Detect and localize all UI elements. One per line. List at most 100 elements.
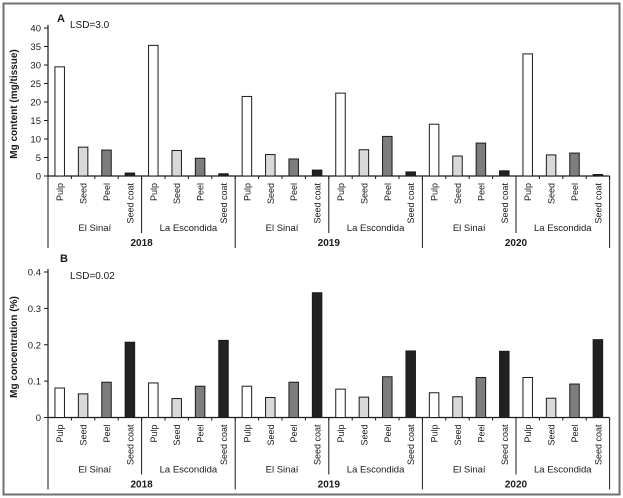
- bar-panel_b-2018-0-peel: [101, 381, 112, 418]
- panel_a-lsd-annotation: LSD=3.0: [70, 20, 110, 31]
- panel_a-y-tick-label: 5: [36, 153, 41, 164]
- panel_b-year-label: 2018: [130, 480, 153, 491]
- panel_a-tissue-tick-label: Peel: [383, 183, 393, 201]
- panel_a-y-tick-label: 30: [30, 61, 41, 72]
- bar-panel_b-2020-4-peel: [475, 376, 487, 418]
- bar-panel_b-2018-0-seed: [77, 393, 89, 419]
- panel_a-tissue-tick-label: Seed: [172, 183, 182, 204]
- bar-panel_a-2020-4-peel: [475, 142, 487, 177]
- panel_a-tissue-tick-label: Pulp: [336, 183, 346, 201]
- bar-panel_b-2020-5-pulp: [522, 376, 533, 418]
- panel_a-year-label: 2020: [505, 238, 528, 249]
- panel_b-location-label: El Sinaí: [266, 465, 299, 476]
- panel_a-tissue-tick-label: Seed: [359, 183, 369, 204]
- panel_a-tissue-tick-label: Pulp: [430, 183, 440, 201]
- panel_a-tissue-tick-label: Seed coat: [313, 183, 323, 224]
- panel_b-y-tick-label: 0: [36, 413, 41, 424]
- bar-panel_a-2019-2-seed-coat: [311, 169, 323, 177]
- panel_a-tissue-tick-label: Seed coat: [406, 183, 416, 224]
- panel_b-tissue-tick-label: Pulp: [336, 425, 346, 443]
- bar-panel_a-2018-1-pulp: [148, 44, 159, 177]
- bar-panel_b-2018-0-seed-coat: [124, 341, 136, 418]
- panel_a-y-tick-label: 40: [30, 24, 41, 35]
- panel_a-panel-label: A: [57, 13, 65, 25]
- panel_b-tissue-tick-label: Pulp: [242, 425, 252, 443]
- panel_b-tissue-tick-label: Seed: [266, 425, 276, 446]
- bar-panel_b-2020-5-seed: [545, 397, 557, 419]
- bar-panel_a-2018-1-peel: [194, 157, 206, 177]
- bar-panel_a-2020-4-seed-coat: [499, 170, 510, 177]
- panel_b-tissue-tick-label: Peel: [196, 425, 206, 443]
- bar-panel_b-2020-5-seed-coat: [592, 339, 604, 418]
- bar-panel_a-2019-2-seed: [265, 154, 276, 177]
- panel_b-y-tick-label: 0.3: [28, 304, 41, 315]
- bar-panel_b-2020-4-seed-coat: [499, 350, 510, 418]
- panel_a-tissue-tick-label: Pulp: [149, 183, 159, 201]
- bar-panel_a-2018-1-seed-coat: [218, 173, 229, 177]
- bar-panel_a-2020-5-pulp: [522, 53, 533, 177]
- panel_b-tissue-tick-label: Peel: [102, 425, 112, 443]
- bar-panel_b-2019-2-peel: [288, 381, 299, 418]
- bar-panel_a-2018-1-seed: [171, 149, 182, 177]
- panel_a-location-label: La Escondida: [160, 223, 218, 234]
- panel_b-tissue-tick-label: Seed: [79, 425, 89, 446]
- bar-panel_b-2019-3-pulp: [335, 388, 346, 419]
- panel_b-location-label: La Escondida: [534, 465, 592, 476]
- panel_b-tissue-tick-label: Seed coat: [313, 424, 323, 465]
- bar-panel_a-2019-2-pulp: [241, 95, 253, 177]
- panel_b-year-label: 2019: [318, 480, 341, 491]
- panel_a-y-axis-title: Mg content (mg/tissue): [9, 49, 20, 158]
- bar-panel_a-2019-3-seed-coat: [405, 171, 416, 177]
- panel_b-tissue-tick-label: Seed: [359, 425, 369, 446]
- panel_a-tissue-tick-label: Seed: [79, 183, 89, 204]
- panel_b-panel-label: B: [60, 253, 68, 265]
- bar-panel_b-2019-2-seed-coat: [311, 292, 323, 419]
- bar-panel_a-2019-3-pulp: [335, 92, 346, 177]
- bar-panel_a-2018-0-peel: [101, 149, 112, 177]
- bar-panel_a-2018-0-seed-coat: [124, 172, 136, 177]
- bar-panel_a-2020-5-seed-coat: [592, 174, 604, 177]
- bar-panel_b-2018-1-pulp: [148, 382, 159, 419]
- panel_a-tissue-tick-label: Seed coat: [219, 183, 229, 224]
- panel_b-tissue-tick-label: Peel: [476, 425, 486, 443]
- panel_b-tissue-tick-label: Pulp: [149, 425, 159, 443]
- panel_a-y-tick-label: 25: [30, 79, 41, 90]
- panel_a-tissue-tick-label: Seed: [453, 183, 463, 204]
- bar-panel_a-2019-2-peel: [288, 158, 299, 177]
- panel_b-tissue-tick-label: Seed: [453, 425, 463, 446]
- panel_a-tissue-tick-label: Pulp: [523, 183, 533, 201]
- panel_b-tissue-tick-label: Pulp: [523, 425, 533, 443]
- panel_a-tissue-tick-label: Peel: [289, 183, 299, 201]
- panel_a-y-tick-label: 15: [30, 116, 41, 127]
- panel_a-location-label: La Escondida: [347, 223, 405, 234]
- panel_b-tissue-tick-label: Pulp: [430, 425, 440, 443]
- panel_b-location-label: El Sinaí: [78, 465, 111, 476]
- bar-panel_b-2019-3-peel: [382, 376, 393, 419]
- panel_b-year-label: 2020: [505, 480, 528, 491]
- bar-panel_b-2019-2-seed: [265, 396, 276, 418]
- bar-panel_b-2020-5-peel: [569, 383, 580, 419]
- bar-panel_a-2020-4-pulp: [428, 123, 440, 177]
- bar-panel_a-2020-5-peel: [569, 152, 580, 177]
- panel_b-tissue-tick-label: Peel: [289, 425, 299, 443]
- panel_a-year-label: 2018: [130, 238, 153, 249]
- panel_a-tissue-tick-label: Seed: [266, 183, 276, 204]
- panel_b-location-label: La Escondida: [347, 465, 405, 476]
- panel_a-location-label: El Sinaí: [78, 223, 111, 234]
- bar-panel_b-2018-0-pulp: [54, 387, 65, 419]
- panel_b-tissue-tick-label: Seed: [172, 425, 182, 446]
- panel_a-tissue-tick-label: Peel: [102, 183, 112, 201]
- panel_b-tissue-tick-label: Seed coat: [219, 424, 229, 465]
- bar-panel_a-2019-3-seed: [358, 149, 370, 177]
- panel_a-y-tick-label: 20: [30, 98, 41, 109]
- panel_b-tissue-tick-label: Peel: [570, 425, 580, 443]
- panel_a-tissue-tick-label: Peel: [570, 183, 580, 201]
- bar-panel_a-2018-0-pulp: [54, 66, 65, 177]
- bar-panel_b-2018-1-seed: [171, 398, 182, 418]
- bar-panel_a-2020-5-seed: [545, 154, 557, 177]
- panel_b-y-tick-label: 0.4: [28, 268, 41, 279]
- panel_a-tissue-tick-label: Peel: [196, 183, 206, 201]
- panel_b-lsd-annotation: LSD=0.02: [70, 271, 115, 282]
